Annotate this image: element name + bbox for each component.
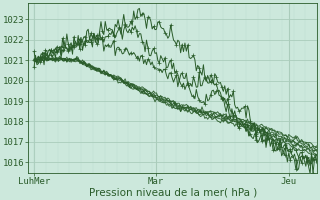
X-axis label: Pression niveau de la mer( hPa ): Pression niveau de la mer( hPa ) [89, 187, 257, 197]
